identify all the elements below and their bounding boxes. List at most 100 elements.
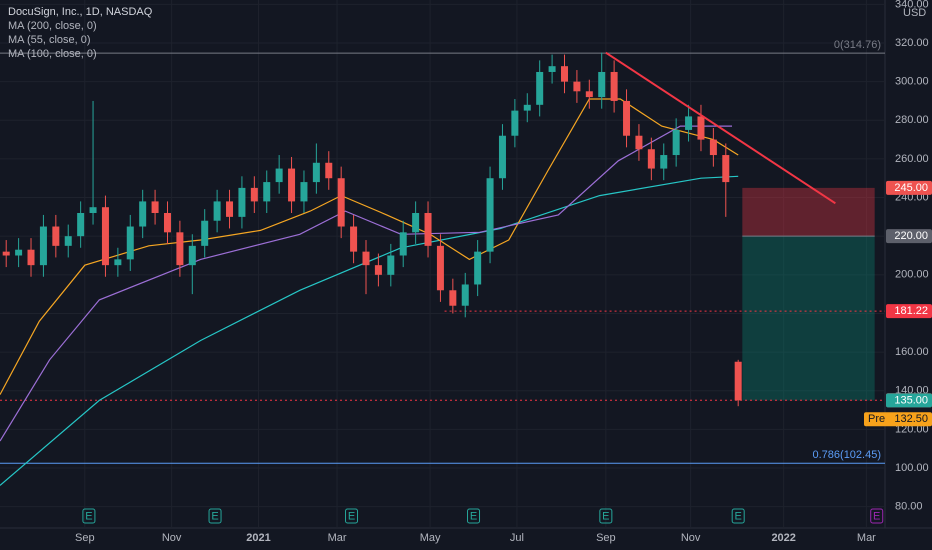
candle-body [2,251,10,256]
candle-body [449,290,457,306]
candle-body [424,213,432,246]
premarket-name: Pre [868,413,885,425]
earnings-label: E [348,510,355,522]
x-tick-label: May [420,532,441,544]
earnings-label: E [735,510,742,522]
candle-body [387,255,395,275]
candle-body [15,249,23,256]
candle-body [126,226,134,260]
candle-body [399,232,407,256]
y-tick-label: 200.00 [895,269,929,281]
premarket-bg [864,412,932,427]
earnings-label: E [602,510,609,522]
candle-body [598,71,606,98]
candle-body [52,226,60,246]
candle-body [275,168,283,183]
candle-body [176,232,184,266]
chart-title: DocuSign, Inc., 1D, NASDAQ [8,6,153,18]
candle-body [610,71,618,101]
price-label: 181.22 [894,305,928,317]
candle-body [39,226,47,266]
candle-body [536,71,544,105]
earnings-icon [208,508,222,524]
candle-body [412,213,420,233]
x-tick-label: Mar [857,532,876,544]
y-tick-label: 120.00 [895,423,929,435]
candle-body [101,207,109,266]
price-label: 245.00 [894,182,928,194]
price-label-bg [886,180,932,195]
legend-entry: MA (55, close, 0) [8,34,91,46]
candle-body [647,149,655,169]
candle-body [660,155,668,169]
price-label-bg [886,304,932,319]
candle-body [213,201,221,221]
candle-body [263,182,271,202]
candle-body [288,168,296,202]
candle-body [498,135,506,179]
price-label-bg [886,229,932,244]
earnings-icon [599,508,613,524]
candle-body [188,245,196,266]
candle-body [64,236,72,246]
stop-zone [742,187,875,237]
price-label-bg [886,393,932,408]
candle-body [436,245,444,291]
candle-body [114,259,122,266]
y-tick-label: 320.00 [895,37,929,49]
y-tick-label: 80.00 [895,501,923,513]
x-tick-label: 2022 [771,532,795,544]
candle-body [697,116,705,140]
premarket-label: 132.50 [894,413,928,425]
candle-body [523,104,531,111]
candle-body [238,187,246,217]
candle-body [163,213,171,233]
currency-label: USD [903,7,926,19]
candle-body [151,201,159,213]
candle-body [585,91,593,98]
candle-body [201,220,209,246]
candle-body [672,129,680,156]
x-tick-label: Sep [596,532,616,544]
candle-body [250,187,258,202]
earnings-label: E [211,510,218,522]
candle-body [474,251,482,285]
x-tick-label: Sep [75,532,95,544]
ma-line [0,125,732,442]
candle-body [312,162,320,183]
candle-body [77,213,85,237]
candle-body [623,100,631,136]
candle-body [486,178,494,252]
candle-body [337,178,345,227]
candle-body [635,135,643,150]
candle-body [734,361,742,401]
y-tick-label: 300.00 [895,76,929,88]
y-tick-label: 100.00 [895,462,929,474]
candle-body [362,251,370,266]
price-label: 135.00 [894,394,928,406]
candle-body [350,226,358,252]
candle-body [325,162,333,179]
candle-body [89,207,97,213]
grid [0,0,885,528]
y-tick-label: 260.00 [895,153,929,165]
candle-body [511,110,519,136]
candle-body [226,201,234,217]
candle-body [685,116,693,130]
x-tick-label: Jul [510,532,524,544]
candle-body [139,201,147,227]
candle-body [461,284,469,306]
candle-body [573,81,581,92]
earnings-icon [82,508,96,524]
price-label: 220.00 [894,230,928,242]
x-tick-label: Nov [162,532,182,544]
candle-body [374,265,382,275]
candle-body [722,155,730,183]
candle-body [300,182,308,202]
x-tick-label: 2021 [246,532,270,544]
trend-line [605,51,836,205]
x-tick-label: Nov [681,532,701,544]
candle-body [27,249,35,266]
candle-body [709,139,717,156]
